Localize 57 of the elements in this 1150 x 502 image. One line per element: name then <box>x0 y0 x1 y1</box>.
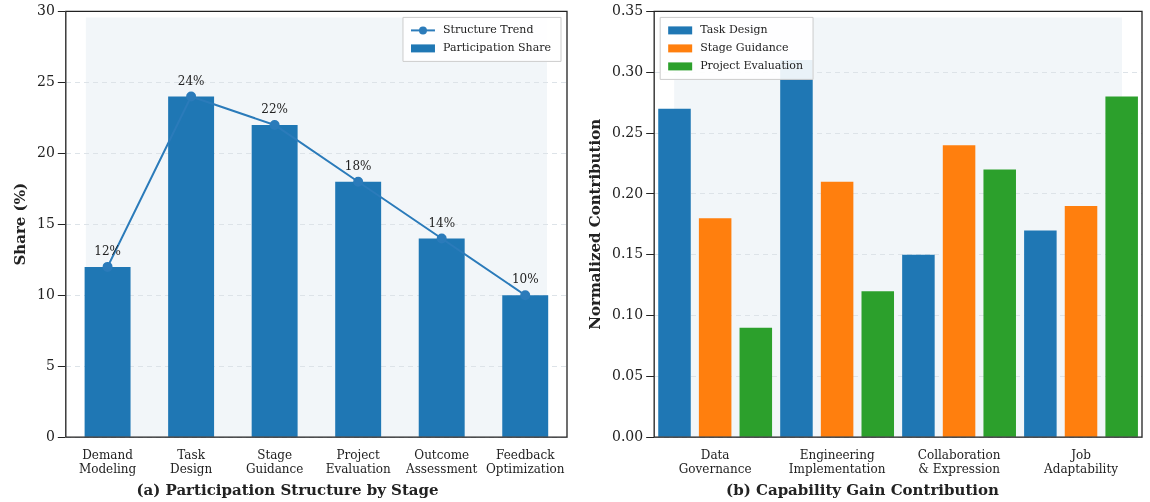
legend-label: Participation Share <box>442 41 551 55</box>
legend-label: Structure Trend <box>442 23 534 37</box>
point <box>186 91 197 102</box>
bar <box>902 254 935 437</box>
x-tick-label: Project Evaluation <box>325 447 391 476</box>
y-tick-label: 20 <box>36 143 55 160</box>
y-tick-label: 30 <box>36 2 55 19</box>
legend-label: Task Design <box>700 23 768 37</box>
x-tick-label: Job Adaptability <box>1043 447 1119 476</box>
bar <box>861 291 895 437</box>
x-tick-label: Outcome Assessment <box>404 447 478 476</box>
y-tick-label: 0.15 <box>612 245 644 262</box>
data-label: 24% <box>177 73 205 88</box>
y-tick-label: 0.25 <box>612 123 644 140</box>
x-tick-label: Stage Guidance <box>245 447 304 476</box>
data-label: 10% <box>511 272 539 287</box>
legend-label: Project Evaluation <box>700 59 804 73</box>
y-tick-label: 0.20 <box>612 184 644 201</box>
x-tick-label: Feedback Optimization <box>485 447 565 476</box>
x-tick-label: Engineering Implementation <box>788 447 886 476</box>
y-tick-label: 5 <box>45 356 55 373</box>
y-tick-label: 0 <box>45 427 55 444</box>
x-tick-label: Collaboration & Expression <box>917 447 1001 476</box>
y-tick-label: 0.35 <box>612 2 644 19</box>
y-tick-label: 0.00 <box>612 427 644 444</box>
legend-label: Stage Guidance <box>700 41 789 55</box>
bar <box>820 181 854 437</box>
y-tick-label: 0.10 <box>612 306 644 323</box>
bar <box>698 218 732 437</box>
point <box>436 233 447 244</box>
point <box>353 176 364 187</box>
y-axis-title: Share (%) <box>10 183 29 266</box>
text: (a) Participation Structure by Stage <box>136 480 439 499</box>
data-label: 22% <box>261 102 288 117</box>
y-tick-label: 25 <box>36 73 55 90</box>
bar <box>983 169 1016 437</box>
bar <box>1024 230 1057 437</box>
y-tick-label: 0.30 <box>612 62 644 79</box>
x-tick-label: Task Design <box>170 447 213 476</box>
bar <box>739 327 773 437</box>
point <box>269 119 280 130</box>
bar <box>84 266 131 437</box>
point <box>102 261 113 272</box>
bar <box>1064 206 1098 437</box>
y-tick-label: 10 <box>36 285 55 302</box>
text: (b) Capability Gain Contribution <box>726 480 1000 499</box>
y-axis-title: Normalized Contribution <box>585 118 604 330</box>
y-tick-label: 15 <box>36 214 55 231</box>
x-tick-label: Demand Modeling <box>78 447 137 476</box>
bar <box>1105 96 1138 437</box>
bar <box>658 108 691 437</box>
x-tick-label: Data Governance <box>678 447 752 476</box>
bar <box>942 145 976 437</box>
data-label: 18% <box>344 158 372 173</box>
data-label: 14% <box>428 215 456 230</box>
y-tick-label: 0.05 <box>612 367 644 384</box>
point <box>520 290 531 301</box>
